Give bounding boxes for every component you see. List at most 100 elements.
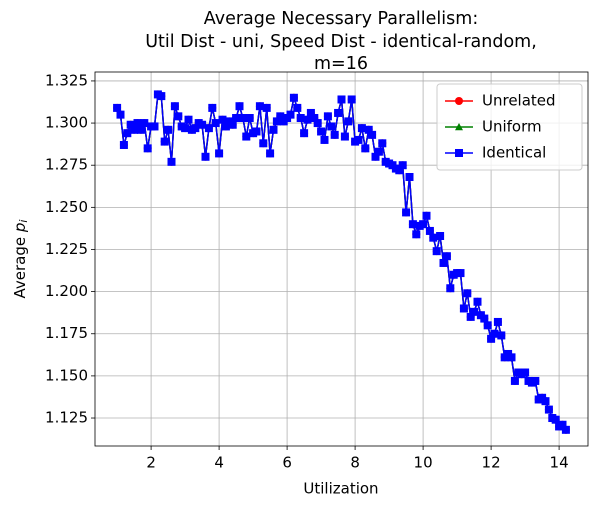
- marker: [272, 117, 281, 126]
- marker: [466, 312, 475, 321]
- y-axis-label: Average pi: [11, 220, 31, 299]
- y-tick-label: 1.325: [45, 71, 88, 89]
- marker: [456, 269, 465, 278]
- marker: [181, 124, 190, 133]
- marker: [228, 120, 237, 129]
- chart-title: m=16: [314, 54, 368, 74]
- marker: [337, 95, 346, 104]
- marker: [276, 112, 285, 121]
- y-tick-label: 1.125: [45, 409, 88, 427]
- x-tick-label: 6: [282, 454, 292, 472]
- marker: [296, 114, 305, 123]
- marker: [551, 415, 560, 424]
- x-tick-label: 4: [214, 454, 224, 472]
- marker: [133, 119, 142, 128]
- marker: [269, 125, 278, 134]
- marker: [483, 321, 492, 330]
- marker: [140, 119, 149, 128]
- x-axis-label: Utilization: [303, 480, 378, 498]
- marker: [558, 420, 567, 429]
- y-tick-label: 1.150: [45, 366, 88, 384]
- marker: [371, 152, 380, 161]
- marker: [204, 124, 213, 133]
- marker: [340, 132, 349, 141]
- marker: [245, 114, 254, 123]
- x-tick-label: 14: [550, 454, 569, 472]
- marker: [208, 103, 217, 112]
- marker: [323, 112, 332, 121]
- chart-title: Average Necessary Parallelism:: [204, 9, 478, 29]
- y-tick-label: 1.175: [45, 324, 88, 342]
- marker: [408, 220, 417, 229]
- marker: [374, 147, 383, 156]
- marker: [455, 149, 463, 157]
- marker: [266, 149, 275, 158]
- marker: [419, 220, 428, 229]
- marker: [184, 115, 193, 124]
- marker: [330, 130, 339, 139]
- marker: [473, 297, 482, 306]
- marker: [480, 314, 489, 323]
- marker: [412, 230, 421, 239]
- marker: [459, 304, 468, 313]
- marker: [235, 102, 244, 111]
- marker: [368, 130, 377, 139]
- marker: [238, 114, 247, 123]
- marker: [113, 103, 122, 112]
- marker: [531, 376, 540, 385]
- marker: [493, 317, 502, 326]
- marker: [429, 233, 438, 242]
- marker: [510, 376, 519, 385]
- legend-label: Identical: [482, 144, 546, 162]
- x-tick-label: 2: [146, 454, 156, 472]
- marker: [123, 129, 132, 138]
- x-tick-label: 8: [350, 454, 360, 472]
- legend: Unrelated Uniform Identical: [436, 83, 583, 171]
- marker: [317, 127, 326, 136]
- marker: [218, 115, 227, 124]
- marker: [242, 132, 251, 141]
- marker: [320, 135, 329, 144]
- marker: [150, 122, 159, 131]
- marker: [136, 125, 145, 134]
- marker: [191, 124, 200, 133]
- marker: [252, 127, 261, 136]
- marker: [119, 140, 128, 149]
- marker: [255, 102, 264, 111]
- marker: [442, 252, 451, 261]
- marker: [259, 139, 268, 148]
- y-axis-label-text: Average: [11, 232, 29, 298]
- x-tick-label: 10: [414, 454, 433, 472]
- marker: [313, 119, 322, 128]
- marker: [344, 117, 353, 126]
- marker: [215, 149, 224, 158]
- marker: [439, 258, 448, 267]
- y-tick-label: 1.225: [45, 240, 88, 258]
- plot-frame: [94, 71, 589, 447]
- marker: [354, 135, 363, 144]
- marker: [306, 108, 315, 117]
- marker: [293, 103, 302, 112]
- marker: [507, 353, 516, 362]
- marker: [422, 211, 431, 220]
- marker: [232, 114, 241, 123]
- y-tick-label: 1.200: [45, 282, 88, 300]
- marker: [378, 139, 387, 148]
- marker: [425, 226, 434, 235]
- y-tick-label: 1.300: [45, 114, 88, 132]
- marker: [402, 208, 411, 217]
- marker: [364, 125, 373, 134]
- marker: [436, 231, 445, 240]
- marker: [487, 334, 496, 343]
- marker: [170, 102, 179, 111]
- y-axis-label-sub: i: [17, 220, 30, 223]
- marker: [432, 247, 441, 256]
- marker: [463, 289, 472, 298]
- marker: [455, 97, 463, 105]
- y-axis-label-var: p: [11, 223, 29, 234]
- marker: [289, 93, 298, 102]
- x-tick-label: 12: [482, 454, 501, 472]
- marker: [497, 331, 506, 340]
- legend-label: Uniform: [482, 118, 542, 136]
